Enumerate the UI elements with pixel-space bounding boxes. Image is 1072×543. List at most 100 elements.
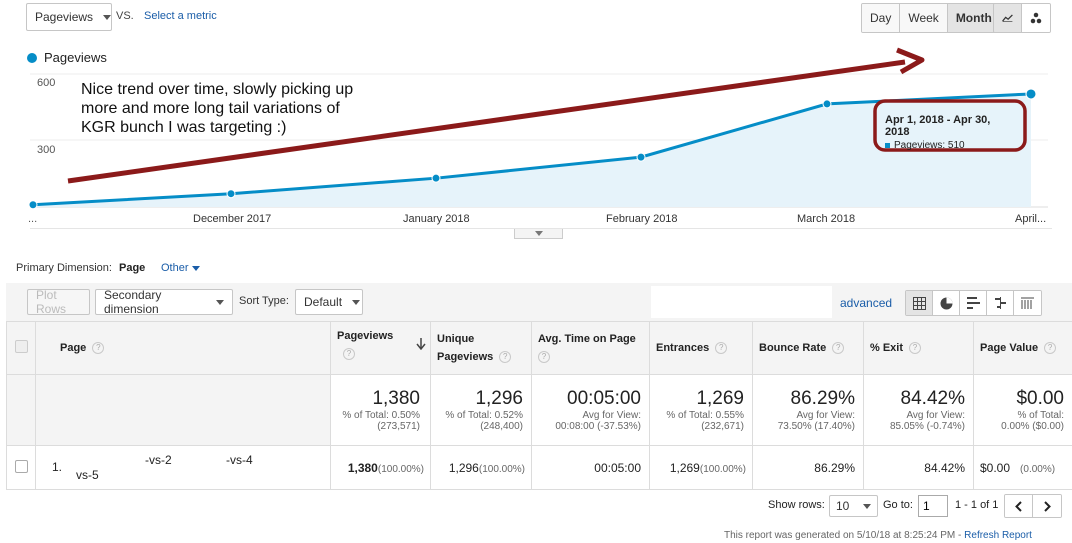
header-page[interactable]: Page?	[35, 321, 331, 375]
row-page-cell[interactable]: 1. -vs-2 -vs-4 vs-5	[35, 445, 331, 490]
chart-collapse-handle[interactable]	[514, 228, 563, 239]
totals-unique-value: 1,296	[475, 388, 523, 409]
chevron-left-icon	[1015, 500, 1022, 512]
sort-desc-icon[interactable]	[416, 338, 426, 350]
select-metric-link[interactable]: Select a metric	[144, 10, 217, 22]
week-button[interactable]: Week	[900, 4, 948, 32]
legend-dot	[27, 53, 37, 63]
select-all-checkbox[interactable]	[14, 340, 28, 353]
totals-value-value: $0.00	[1016, 388, 1064, 409]
totals-value: $0.00 % of Total: 0.00% ($0.00)	[973, 374, 1072, 446]
data-point[interactable]	[822, 99, 832, 109]
pager-buttons	[1004, 494, 1062, 518]
help-icon[interactable]: ?	[343, 348, 355, 360]
help-icon[interactable]: ?	[538, 351, 550, 364]
primary-dimension-label: Primary Dimension:	[16, 262, 112, 274]
secondary-dimension-label: Secondary dimension	[104, 288, 162, 316]
data-point[interactable]	[431, 173, 441, 183]
sort-type-select[interactable]: Default	[295, 289, 363, 315]
row-pageviews: 1,380(100.00%)	[330, 445, 431, 490]
totals-row: 1,380 % of Total: 0.50% (273,571) 1,296 …	[6, 374, 1072, 446]
table-search-input[interactable]	[651, 286, 832, 318]
chart-divider	[30, 228, 1052, 229]
pie-chart-icon[interactable]	[933, 291, 960, 315]
header-pageviews[interactable]: Pageviews?	[330, 321, 431, 375]
chevron-down-icon	[216, 299, 224, 305]
header-bounce-rate[interactable]: Bounce Rate?	[752, 321, 864, 375]
header-avg-time-label: Avg. Time on Page	[538, 333, 636, 345]
totals-entrances: 1,269 % of Total: 0.55% (232,671)	[649, 374, 753, 446]
data-point[interactable]	[28, 200, 38, 210]
legend-label: Pageviews	[44, 50, 107, 65]
line-chart-icon[interactable]	[994, 4, 1022, 32]
chevron-right-icon	[1043, 500, 1051, 512]
prev-page-button[interactable]	[1005, 495, 1033, 517]
header-avg-time[interactable]: Avg. Time on Page?	[531, 321, 650, 375]
totals-value-sub1: % of Total:	[1017, 410, 1064, 421]
day-button[interactable]: Day	[862, 4, 901, 32]
header-unique-pageviews[interactable]: Unique Pageviews?	[430, 321, 532, 375]
data-point[interactable]	[636, 152, 646, 162]
row-checkbox-cell	[6, 445, 36, 490]
x-label-apr: April...	[1015, 213, 1047, 225]
header-value-label: Page Value	[980, 341, 1039, 354]
help-icon[interactable]: ?	[92, 342, 105, 355]
help-icon[interactable]: ?	[1044, 342, 1057, 355]
totals-avg-time-value: 00:05:00	[567, 388, 641, 409]
month-button[interactable]: Month	[947, 4, 1000, 32]
row-checkbox[interactable]	[14, 459, 28, 473]
tooltip-swatch	[885, 143, 890, 148]
dimension-other[interactable]: Other	[161, 262, 200, 274]
row-value-value: $0.00	[980, 460, 1011, 475]
data-table-icon[interactable]	[906, 291, 933, 315]
totals-pageviews-sub1: % of Total: 0.50%	[342, 410, 420, 421]
header-entrances[interactable]: Entrances?	[649, 321, 753, 375]
trend-arrow	[67, 47, 925, 184]
data-point[interactable]	[226, 189, 236, 199]
plot-rows-button[interactable]: Plot Rows	[27, 288, 90, 316]
motion-chart-icon[interactable]	[1022, 4, 1050, 32]
chevron-down-icon	[103, 14, 112, 20]
goto-input[interactable]	[918, 495, 948, 517]
term-cloud-icon[interactable]	[1014, 291, 1041, 315]
advanced-link[interactable]: advanced	[840, 296, 893, 310]
totals-entrances-sub2: (232,671)	[701, 421, 744, 432]
header-unique-label: Unique Pageviews	[437, 333, 494, 363]
y-tick-300: 300	[37, 144, 56, 156]
row-entrances-pct: (100.00%)	[699, 463, 746, 475]
chevron-down-icon	[863, 503, 871, 509]
totals-entrances-value: 1,269	[696, 388, 744, 409]
dimension-page[interactable]: Page	[119, 262, 146, 274]
help-icon[interactable]: ?	[499, 351, 512, 364]
metric-select[interactable]: Pageviews	[26, 3, 112, 31]
next-page-button[interactable]	[1033, 495, 1061, 517]
row-pageviews-value: 1,380	[347, 460, 378, 475]
totals-exit-sub2: 85.05% (-0.74%)	[889, 421, 965, 432]
chevron-down-icon	[191, 265, 200, 271]
x-label-mar: March 2018	[797, 213, 856, 225]
row-bounce: 86.29%	[752, 445, 864, 490]
help-icon[interactable]: ?	[909, 342, 922, 355]
row-value: $0.00 (0.00%)	[973, 445, 1072, 490]
header-page-label: Page	[60, 341, 87, 354]
help-icon[interactable]: ?	[832, 342, 845, 355]
metric-select-label: Pageviews	[35, 10, 94, 24]
totals-entrances-sub1: % of Total: 0.55%	[666, 410, 744, 421]
totals-bounce-sub2: 73.50% (17.40%)	[777, 421, 855, 432]
x-label-dec: December 2017	[193, 213, 272, 225]
totals-unique-sub1: % of Total: 0.52%	[445, 410, 523, 421]
chart-tooltip: Apr 1, 2018 - Apr 30, 2018 Pageviews: 51…	[879, 110, 1019, 155]
secondary-dimension-select[interactable]: Secondary dimension	[95, 288, 233, 316]
chart-type-group	[993, 3, 1051, 33]
totals-pageviews-sub2: (273,571)	[377, 421, 420, 432]
data-point[interactable]	[1025, 88, 1037, 100]
comparison-icon[interactable]	[987, 291, 1014, 315]
refresh-report-link[interactable]: Refresh Report	[964, 530, 1032, 541]
select-all-cell	[6, 321, 36, 375]
header-page-value[interactable]: Page Value?	[973, 321, 1072, 375]
show-rows-select[interactable]: 10	[829, 495, 878, 517]
table-view-group	[905, 290, 1042, 316]
help-icon[interactable]: ?	[715, 342, 728, 355]
header-exit[interactable]: % Exit?	[863, 321, 974, 375]
bar-chart-icon[interactable]	[960, 291, 987, 315]
